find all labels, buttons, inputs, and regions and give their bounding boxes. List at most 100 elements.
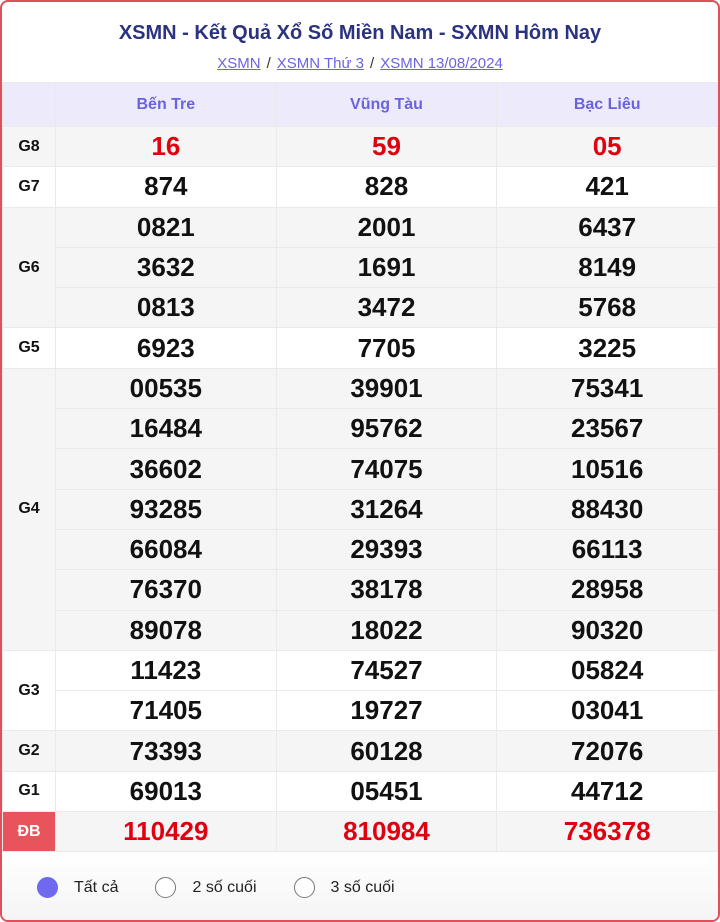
table-row: 16484 95762 23567 — [3, 408, 718, 450]
table-row: 76370 38178 28958 — [3, 569, 718, 611]
radio-button[interactable] — [293, 877, 315, 898]
radio-button[interactable] — [37, 877, 58, 898]
table-row: 0813 3472 5768 — [3, 287, 718, 329]
prize-number: 1691 — [275, 246, 498, 289]
filter-option[interactable]: 3 số cuối — [293, 877, 395, 898]
table-row: G8 16 59 05 — [2, 125, 718, 168]
radio-button[interactable] — [155, 877, 177, 898]
breadcrumb-xsmn[interactable]: XSMN — [217, 55, 261, 72]
prize-number: 74527 — [275, 649, 498, 692]
prize-number: 05451 — [275, 770, 498, 813]
table-row: 89078 18022 90320 — [3, 609, 718, 651]
digit-filter: Tất cả 2 số cuối 3 số cuối — [2, 853, 718, 920]
prize-number: 73393 — [55, 730, 277, 772]
prize-number: 05824 — [496, 649, 718, 692]
prize-number: 23567 — [496, 408, 718, 450]
prize-label: G3 — [2, 649, 56, 732]
table-row: 66084 29393 66113 — [3, 528, 718, 571]
prize-number: 72076 — [496, 730, 718, 772]
prize-number: 29393 — [275, 528, 498, 571]
prize-number: 8149 — [496, 246, 718, 289]
table-row: G7 874 828 421 — [2, 166, 718, 208]
prize-number: 0821 — [55, 206, 277, 248]
prize-number: 44712 — [496, 770, 718, 813]
table-row: 93285 31264 88430 — [3, 488, 718, 530]
province-header: Bến Tre — [55, 82, 277, 127]
prize-number: 736378 — [496, 811, 718, 853]
province-header: Vũng Tàu — [275, 82, 498, 127]
table-row: G3 11423 74527 05824 — [2, 649, 718, 732]
prize-number: 3632 — [55, 246, 277, 289]
prize-number: 10516 — [496, 448, 718, 490]
table-row: 36602 74075 10516 — [3, 448, 718, 490]
prize-number: 828 — [275, 166, 498, 208]
table-row: G6 0821 2001 6437 — [2, 206, 718, 329]
prize-label: G5 — [2, 327, 56, 369]
prize-number: 0813 — [55, 287, 277, 329]
prize-number: 69013 — [55, 770, 277, 813]
prize-number: 421 — [496, 166, 718, 208]
filter-option[interactable]: Tất cả — [37, 877, 118, 898]
prize-number: 88430 — [496, 488, 718, 530]
prize-label: G7 — [2, 166, 56, 208]
corner-header — [2, 82, 56, 127]
prize-number: 60128 — [275, 730, 498, 772]
prize-number: 90320 — [496, 609, 718, 651]
prize-number: 11423 — [55, 649, 277, 692]
prize-number: 36602 — [55, 448, 277, 490]
table-row: 71405 19727 03041 — [3, 690, 718, 732]
prize-number: 3225 — [496, 327, 718, 369]
prize-label: G6 — [2, 206, 56, 329]
prize-number: 6437 — [496, 206, 718, 248]
results-table: Bến Tre Vũng Tàu Bạc Liêu G8 16 59 05 G7 874 8… — [2, 82, 718, 853]
prize-number: 7705 — [275, 327, 498, 369]
prize-number: 66113 — [496, 528, 718, 571]
prize-number: 6923 — [55, 327, 277, 369]
filter-label: 3 số cuối — [330, 878, 395, 896]
breadcrumb-weekday[interactable]: XSMN Thứ 3 — [276, 55, 365, 72]
table-row: ĐB 110429 810984 736378 — [2, 811, 718, 853]
prize-label: G1 — [2, 770, 56, 813]
prize-label: G8 — [2, 125, 56, 168]
prize-number: 2001 — [275, 206, 498, 248]
table-row: G4 00535 39901 75341 — [2, 367, 718, 651]
prize-number: 16484 — [55, 408, 277, 450]
prize-number: 874 — [55, 166, 277, 208]
prize-number: 5768 — [496, 287, 718, 329]
prize-number: 95762 — [275, 408, 498, 450]
prize-number: 66084 — [55, 528, 277, 571]
prize-number: 59 — [275, 125, 498, 168]
prize-number: 19727 — [275, 690, 498, 732]
breadcrumb-date[interactable]: XSMN 13/08/2024 — [380, 55, 503, 72]
prize-number: 71405 — [55, 690, 277, 732]
prize-number: 89078 — [55, 609, 277, 651]
prize-number: 16 — [55, 125, 277, 168]
prize-number: 38178 — [275, 569, 498, 611]
prize-number: 05 — [496, 125, 718, 168]
province-header: Bạc Liêu — [496, 82, 718, 127]
prize-label: G4 — [2, 367, 56, 651]
table-row: G1 69013 05451 44712 — [2, 770, 718, 813]
prize-number: 110429 — [55, 811, 277, 853]
filter-option[interactable]: 2 số cuối — [155, 877, 257, 898]
prize-number: 93285 — [55, 488, 277, 530]
prize-number: 03041 — [496, 690, 718, 732]
filter-label: 2 số cuối — [192, 878, 257, 896]
page-title: XSMN - Kết Quả Xổ Số Miền Nam - SXMN Hôm… — [118, 22, 602, 44]
table-row: 3632 1691 8149 — [3, 246, 718, 289]
prize-number: 76370 — [55, 569, 277, 611]
table-row: G5 6923 7705 3225 — [2, 327, 718, 369]
breadcrumb: XSMN / XSMN Thứ 3 / XSMN 13/08/2024 — [2, 55, 718, 72]
prize-number: 28958 — [496, 569, 718, 611]
prize-label: ĐB — [2, 811, 56, 853]
prize-number: 3472 — [275, 287, 498, 329]
prize-number: 31264 — [275, 488, 498, 530]
prize-number: 75341 — [496, 367, 718, 410]
prize-number: 810984 — [275, 811, 498, 853]
prize-number: 18022 — [275, 609, 498, 651]
prize-label: G2 — [2, 730, 56, 772]
prize-number: 39901 — [275, 367, 498, 410]
breadcrumb-separator: / — [266, 55, 271, 72]
filter-label: Tất cả — [74, 878, 119, 896]
